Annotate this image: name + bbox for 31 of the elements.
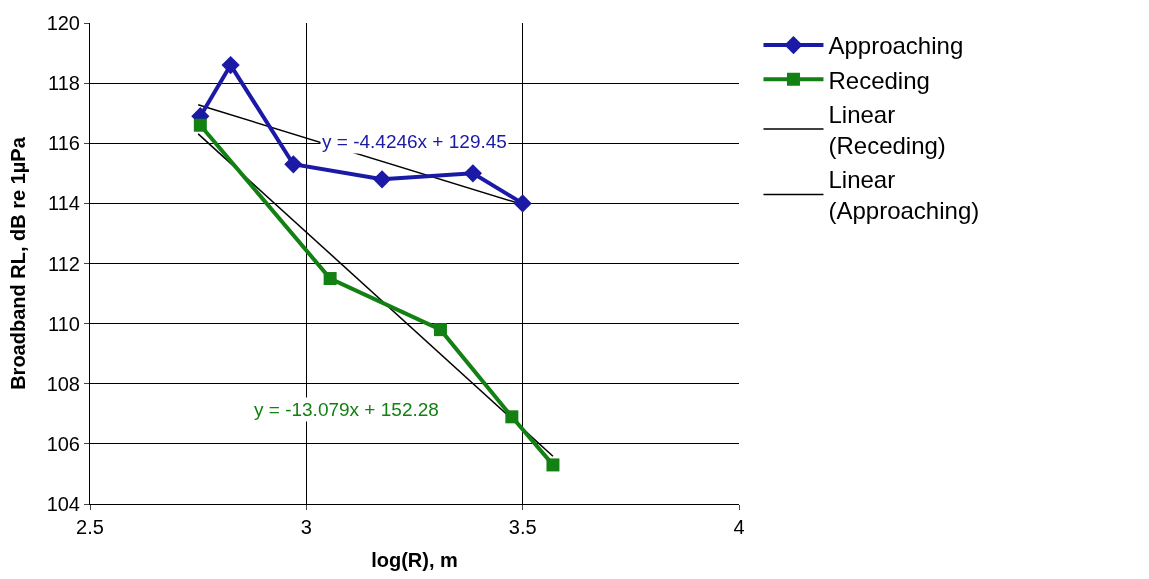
y-axis-title: Broadband RL, dB re 1µPa xyxy=(7,136,30,390)
legend-label: Receding xyxy=(828,66,930,94)
legend-label: Approaching xyxy=(828,32,964,60)
x-tick-label: 3 xyxy=(300,516,312,538)
x-tick-label: 2.5 xyxy=(76,516,104,538)
point xyxy=(546,458,560,472)
y-tick-label: 120 xyxy=(46,12,80,34)
annotation: y = -13.079x + 152.28 xyxy=(254,399,439,420)
annotation: y = -4.4246x + 129.45 xyxy=(322,131,507,152)
y-tick-label: 116 xyxy=(48,132,80,155)
y-tick-label: 108 xyxy=(46,372,80,395)
point xyxy=(463,164,483,183)
point xyxy=(433,323,447,337)
y-tick-label: 110 xyxy=(48,312,80,335)
y-tick-label: 112 xyxy=(48,252,80,275)
point xyxy=(505,410,519,424)
y-tick-label: 114 xyxy=(48,192,80,215)
legend-label: Linear (Approaching) xyxy=(828,166,980,225)
point xyxy=(284,155,303,174)
y-tick-label: 106 xyxy=(46,432,80,455)
x-tick-label: 3.5 xyxy=(508,516,537,538)
point xyxy=(323,272,337,286)
x-axis-title: log(R), m xyxy=(371,548,458,571)
legend-label: Linear (Receding) xyxy=(828,100,946,160)
point xyxy=(193,118,207,132)
x-tick-label: 4 xyxy=(733,516,745,538)
y-tick-label: 104 xyxy=(46,493,80,515)
point xyxy=(372,170,392,189)
y-tick-label: 118 xyxy=(48,72,80,95)
point xyxy=(513,194,532,213)
point xyxy=(221,55,240,75)
